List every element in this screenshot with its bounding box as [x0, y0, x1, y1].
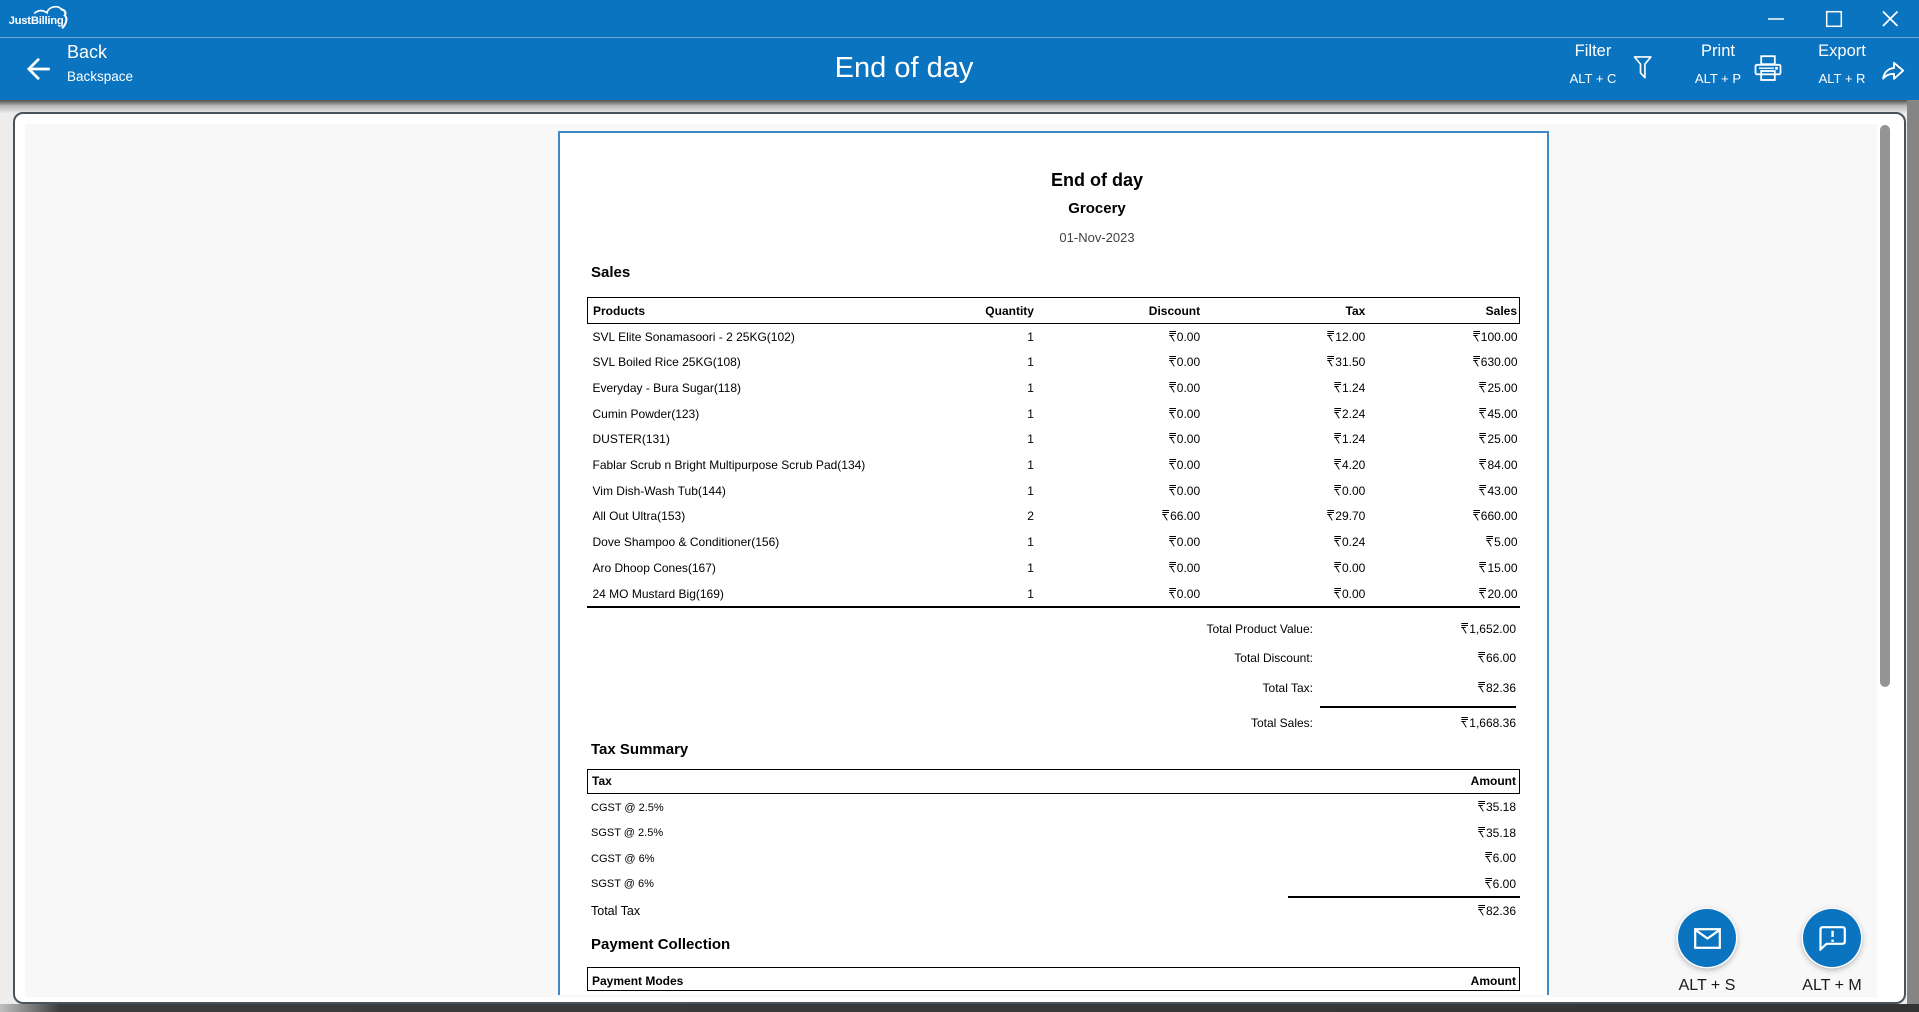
- svg-text:JustBilling: JustBilling: [9, 15, 64, 27]
